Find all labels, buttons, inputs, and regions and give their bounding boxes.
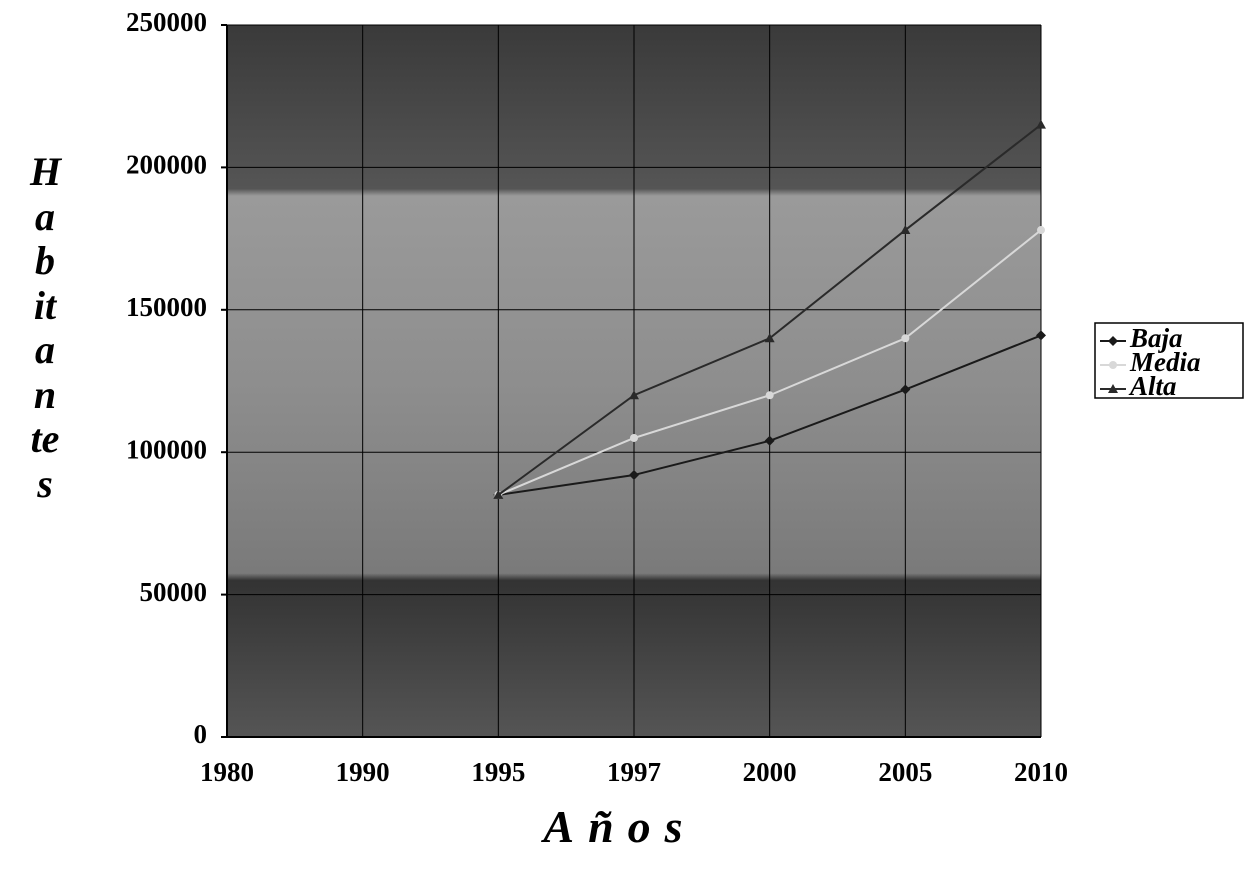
x-tick-label: 1995 — [471, 757, 525, 787]
x-tick-label: 2000 — [743, 757, 797, 787]
legend-marker — [1109, 361, 1117, 369]
page: 0 50000 100000 150000 200000 250000 1980 1990 19… — [0, 0, 1244, 881]
y-tick-label: 200000 — [126, 150, 207, 180]
x-tick-label: 2010 — [1014, 757, 1068, 787]
y-tick-label: 0 — [194, 719, 208, 749]
point — [630, 434, 638, 442]
y-tick-label: 100000 — [126, 434, 207, 464]
x-tick-label: 1990 — [336, 757, 390, 787]
x-tick-label: 1997 — [607, 757, 661, 787]
point — [766, 391, 774, 399]
y-tick-label: 50000 — [140, 577, 208, 607]
chart: 0 50000 100000 150000 200000 250000 1980 1990 19… — [0, 0, 1244, 881]
y-tick-label: 250000 — [126, 7, 207, 37]
point — [901, 334, 909, 342]
x-tick-label: 2005 — [878, 757, 932, 787]
x-axis-label: Años — [520, 800, 720, 853]
y-axis-label: Habitantes — [30, 150, 60, 506]
legend-label: Alta — [1128, 371, 1177, 401]
y-tick-label: 150000 — [126, 292, 207, 322]
x-tick-label: 1980 — [200, 757, 254, 787]
point — [1037, 226, 1045, 234]
